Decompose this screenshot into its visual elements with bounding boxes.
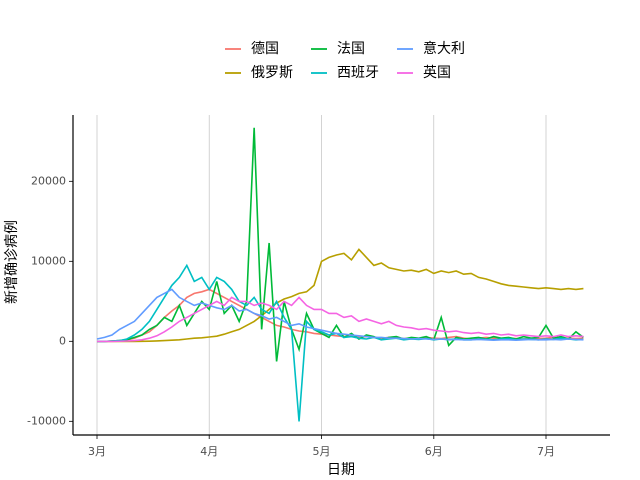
legend-label: 德国 [251, 41, 279, 57]
x-tick-label: 4月 [200, 445, 218, 458]
x-axis-label: 日期 [327, 462, 355, 478]
x-tick-label: 3月 [88, 445, 106, 458]
legend-label: 意大利 [423, 40, 465, 57]
y-tick-label: 0 [59, 334, 66, 347]
legend-label: 英国 [423, 64, 451, 81]
x-tick-label: 5月 [313, 445, 331, 458]
x-tick-label: 6月 [425, 445, 443, 458]
series-line [97, 127, 584, 362]
legend-label: 西班牙 [337, 65, 379, 81]
x-tick-label: 7月 [537, 445, 555, 458]
y-tick-label: 20000 [31, 174, 66, 187]
y-axis-label: 新增确诊病例 [4, 220, 20, 304]
y-tick-label: -10000 [27, 414, 66, 427]
legend-label: 法国 [337, 41, 365, 57]
y-tick-label: 10000 [31, 254, 66, 267]
series-line [96, 288, 584, 342]
legend-label: 俄罗斯 [251, 65, 293, 81]
series-line [97, 248, 584, 343]
series-line [97, 263, 584, 422]
series-line [97, 296, 584, 343]
